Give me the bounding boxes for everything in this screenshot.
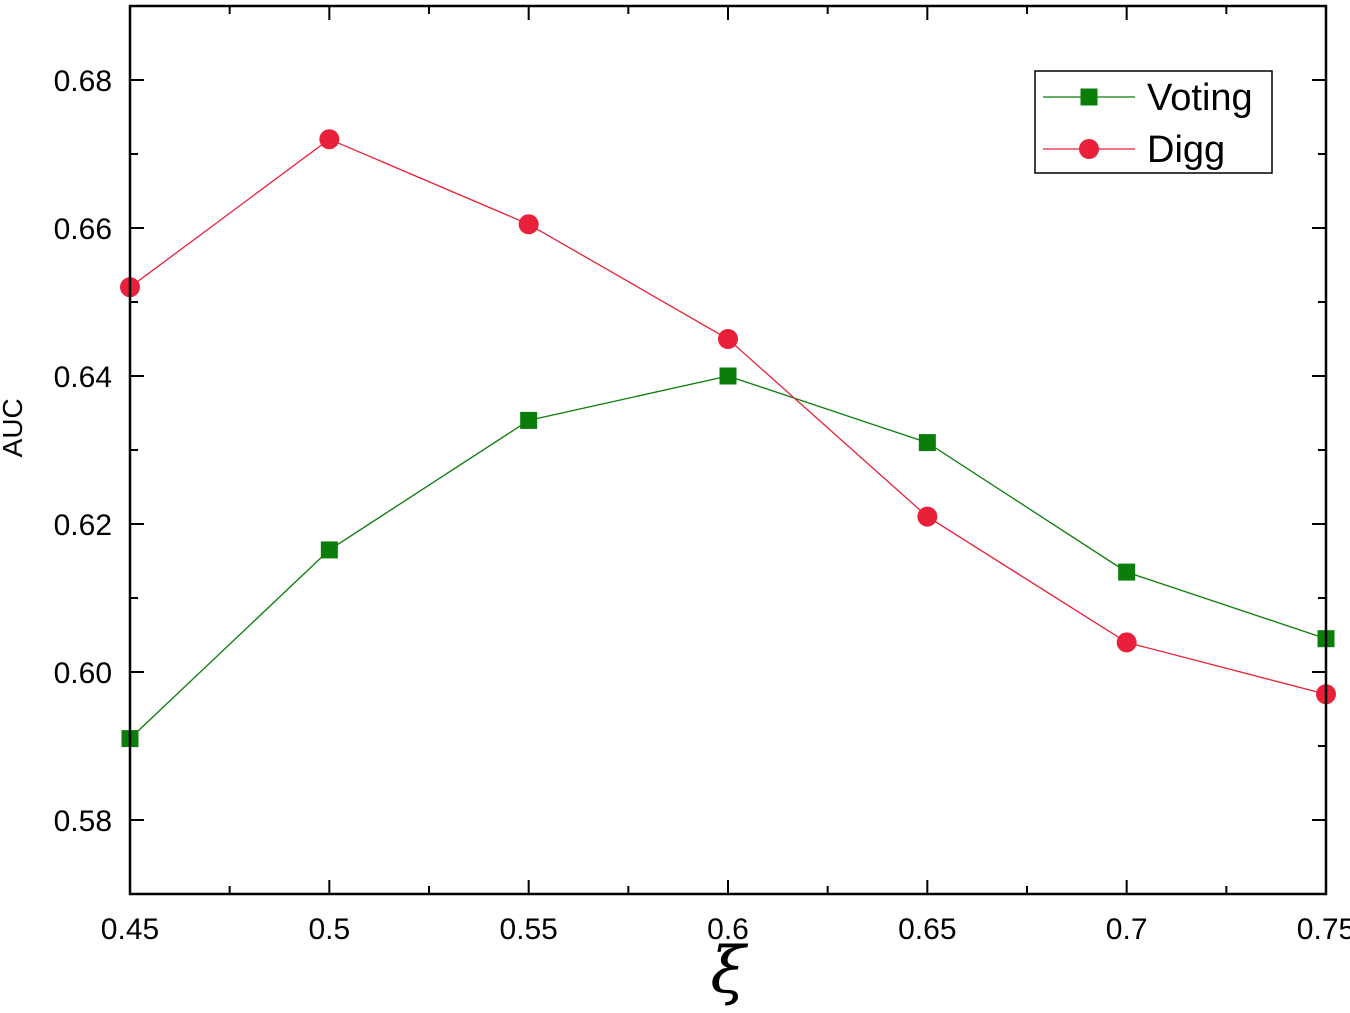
- x-tick-label: 0.75: [1297, 913, 1350, 946]
- y-tick-label: 0.62: [54, 509, 112, 542]
- data-point-digg: [1116, 632, 1137, 653]
- legend: Voting Digg: [1034, 70, 1273, 174]
- legend-swatch-marker: [1079, 139, 1099, 159]
- series-markers: [120, 129, 1336, 748]
- legend-box: [1034, 70, 1273, 174]
- legend-label: Digg: [1147, 129, 1225, 171]
- x-tick-label: 0.45: [101, 913, 159, 946]
- legend-entry-digg: Digg: [1043, 129, 1225, 171]
- legend-label: Voting: [1147, 77, 1253, 119]
- series-lines: [129, 138, 1327, 740]
- y-tick-label: 0.58: [54, 805, 112, 838]
- plot-frame: [128, 4, 1328, 896]
- tick-labels: 0.45 0.5 0.55 0.6 0.65 0.7 0.75 0.58 0.60 0.62 0.6…: [54, 65, 1350, 946]
- data-point-digg: [718, 329, 738, 349]
- x-axis-title: ξ: [710, 934, 748, 1008]
- x-tick-label: 0.7: [1106, 913, 1148, 946]
- x-tick-label: 0.65: [898, 913, 956, 946]
- data-point-voting: [320, 541, 338, 559]
- data-point-voting: [1118, 563, 1136, 581]
- y-tick-label: 0.64: [54, 361, 112, 394]
- legend-entry-voting: Voting: [1043, 77, 1253, 119]
- data-point-voting: [520, 411, 538, 429]
- x-tick-label: 0.6: [707, 913, 749, 946]
- data-point-digg: [518, 214, 539, 235]
- y-axis-title: AUC: [0, 398, 28, 457]
- x-tick-label: 0.5: [308, 913, 350, 946]
- legend-swatch-marker: [1080, 88, 1098, 106]
- data-point-digg: [917, 506, 938, 527]
- data-point-voting: [719, 367, 737, 385]
- data-point-voting: [918, 434, 936, 452]
- x-tick-label: 0.55: [499, 913, 557, 946]
- series-line-digg: [129, 138, 1327, 695]
- series-line-voting: [129, 375, 1327, 740]
- y-tick-label: 0.60: [54, 657, 112, 690]
- data-point-digg: [319, 129, 340, 150]
- y-tick-label: 0.66: [54, 213, 112, 246]
- y-tick-label: 0.68: [54, 65, 112, 98]
